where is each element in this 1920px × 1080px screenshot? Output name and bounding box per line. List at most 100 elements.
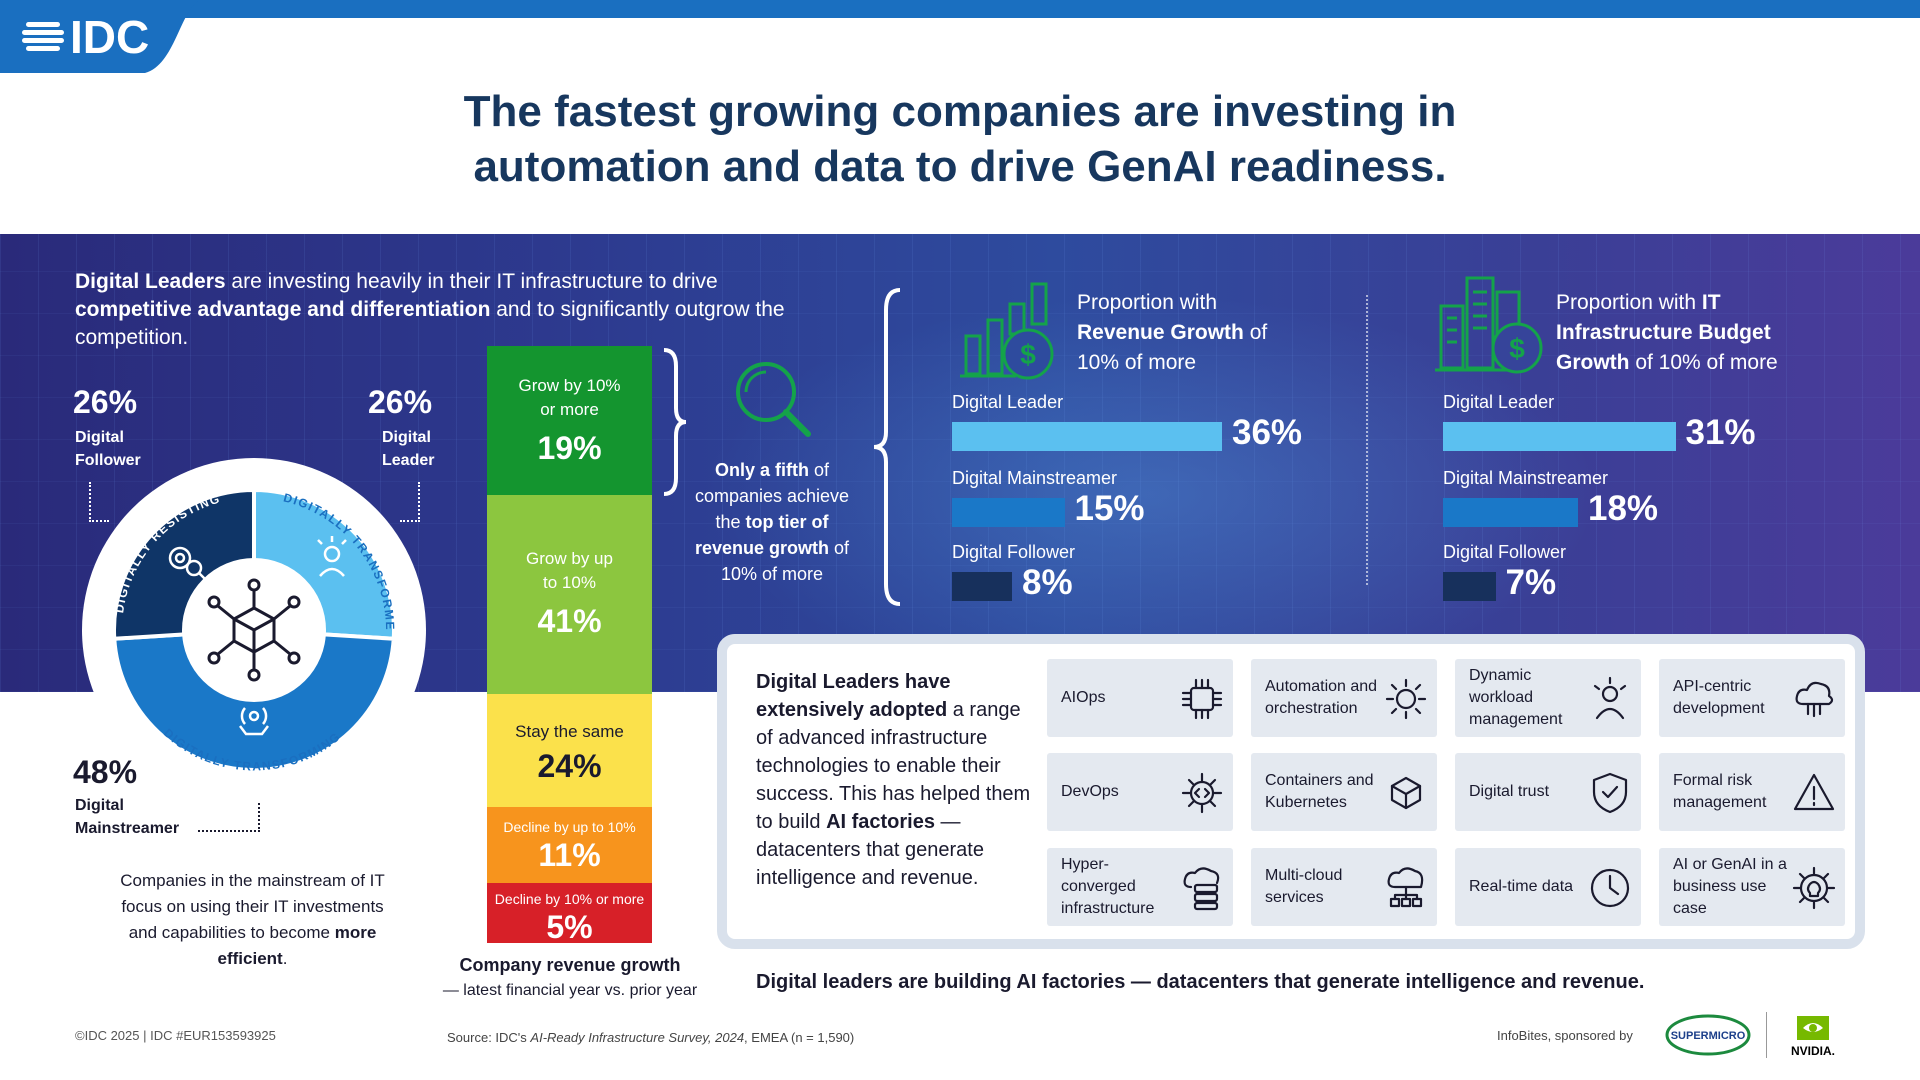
revenue-panel-bar-1 xyxy=(952,498,1065,527)
budget-panel-bar-2 xyxy=(1443,572,1496,601)
stack-seg-decline-10-plus: Decline by 10% or more 5% xyxy=(487,883,652,945)
fifth-bold-2: top tier of revenue growth xyxy=(694,512,829,558)
stack-value-1: 19% xyxy=(537,430,602,466)
infrastructure-budget-icon: $ xyxy=(1435,276,1543,374)
revenue-growth-icon: $ xyxy=(960,282,1054,380)
mainstreamer-label: Digital Mainstreamer xyxy=(75,794,179,840)
page-title: The fastest growing companies are invest… xyxy=(0,84,1920,194)
panel1-line-1: Proportion with xyxy=(1077,291,1218,314)
fifth-note: Only a fifth of companies achieve the to… xyxy=(680,457,864,587)
svg-text:$: $ xyxy=(1509,333,1525,364)
budget-panel-bar-0 xyxy=(1443,422,1676,451)
cube-network-center-icon xyxy=(207,578,301,682)
gears-search-icon xyxy=(168,546,207,581)
cube-network-icon xyxy=(1383,770,1429,816)
revenue-panel-label-1: Digital Mainstreamer xyxy=(952,468,1118,488)
ai-chip-icon xyxy=(1179,676,1225,722)
shield-check-icon xyxy=(1587,770,1633,816)
fifth-bold-1: Only a fifth xyxy=(714,460,809,480)
tech-tile: API-centric development xyxy=(1659,659,1845,737)
svg-text:$: $ xyxy=(1020,339,1036,370)
footer-separator xyxy=(1766,1012,1767,1058)
svg-text:NVIDIA.: NVIDIA. xyxy=(1791,1044,1835,1058)
stack-label-3: Stay the same xyxy=(515,722,624,741)
stack-label-1a: Grow by 10% xyxy=(518,376,621,395)
stack-value-2: 41% xyxy=(537,603,602,639)
panel1-title: Proportion with Revenue Growth of 10% of… xyxy=(1077,288,1267,378)
revenue-panel-label-2: Digital Follower xyxy=(952,542,1076,562)
revenue-panel-value-0: 36% xyxy=(1232,413,1303,452)
hero-banner xyxy=(0,234,1920,692)
segment-donut: DIGITALLY RESISTING DIGITALLY TRANSFORME… xyxy=(82,458,426,802)
panel-divider xyxy=(1366,295,1368,585)
panel1-line-3: 10% of more xyxy=(1077,351,1197,374)
tech-tile: Hyper-converged infrastructure xyxy=(1047,848,1233,926)
tech-tile-label: Hyper-converged infrastructure xyxy=(1061,856,1155,917)
footer-copyright: ©IDC 2025 | IDC #EUR153593925 xyxy=(75,1028,276,1043)
follower-connector xyxy=(89,482,109,522)
budget-panel-bar-1 xyxy=(1443,498,1578,527)
revenue-panel-value-1: 15% xyxy=(1074,489,1145,528)
intro-text-2: and to significantly outgrow the competi… xyxy=(75,298,785,349)
leader-connector xyxy=(400,482,420,522)
leader-pct: 26% xyxy=(368,384,433,420)
gear-code-icon xyxy=(1179,770,1225,816)
stack-seg-stay-same: Stay the same 24% xyxy=(487,694,652,807)
stack-subtitle: — latest financial year vs. prior year xyxy=(442,982,698,999)
budget-panel-label-1: Digital Mainstreamer xyxy=(1443,468,1609,488)
tech-tile-label: Real-time data xyxy=(1469,878,1574,895)
mainstreamer-connector xyxy=(198,792,260,832)
gear-cycle-icon xyxy=(1383,676,1429,722)
revenue-panel-bar-0 xyxy=(952,422,1222,451)
tech-tile-label: AIOps xyxy=(1061,689,1106,706)
tech-tile: Formal risk management xyxy=(1659,753,1845,831)
revenue-growth-stack: Grow by 10% or more 19% Grow by up to 10… xyxy=(487,346,652,945)
tech-tile: AIOps xyxy=(1047,659,1233,737)
stack-seg-decline-up-to-10: Decline by up to 10% 11% xyxy=(487,807,652,883)
tech-intro-bold-2: AI factories xyxy=(826,811,935,833)
mainstream-note: Companies in the mainstream of IT focus … xyxy=(105,868,400,972)
tech-tile: AI or GenAI in a business use case xyxy=(1659,848,1845,926)
supermicro-logo: SUPERMICRO xyxy=(1665,1014,1751,1056)
stack-value-5: 5% xyxy=(546,909,593,945)
nvidia-logo: NVIDIA. xyxy=(1791,1016,1835,1058)
tech-intro-text-1: a range of advanced infrastructure techn… xyxy=(756,699,1031,833)
tech-tile-label: DevOps xyxy=(1061,783,1119,800)
tech-tile: Dynamic workload management xyxy=(1455,659,1641,737)
stack-label-4: Decline by up to 10% xyxy=(503,819,636,835)
tech-tile: Digital trust xyxy=(1455,753,1641,831)
mainstream-note-end: . xyxy=(282,949,288,968)
title-line-2: automation and data to drive GenAI readi… xyxy=(473,142,1447,191)
tech-tile: Automation and orchestration xyxy=(1251,659,1437,737)
tech-tile: Real-time data xyxy=(1455,848,1641,926)
follower-pct: 26% xyxy=(73,384,138,420)
tagline: Digital leaders are building AI factorie… xyxy=(756,971,1645,993)
mainstream-note-bold: more efficient xyxy=(217,923,377,968)
tech-tile-label: API-centric development xyxy=(1673,678,1765,717)
stack-title: Company revenue growth xyxy=(459,955,681,975)
panel2-line-1: Proportion with xyxy=(1556,291,1702,314)
hero-glow xyxy=(700,294,1600,692)
panel2-bold-2: Infrastructure Budget xyxy=(1556,321,1771,344)
top-bar xyxy=(0,0,1920,18)
mainstream-note-text: Companies in the mainstream of IT focus … xyxy=(120,871,385,942)
logo-tab xyxy=(0,0,200,73)
budget-panel-value-0: 31% xyxy=(1685,413,1756,452)
footer-source-survey: AI-Ready Infrastructure Survey, 2024 xyxy=(530,1030,745,1045)
stack-value-3: 24% xyxy=(537,748,602,784)
stack-label-5: Decline by 10% or more xyxy=(494,891,645,907)
follower-label-1: Digital xyxy=(75,429,124,446)
warning-icon xyxy=(1791,770,1837,816)
fifth-text-1: of companies achieve the xyxy=(694,460,850,532)
footer-sponsored: InfoBites, sponsored by xyxy=(1497,1028,1633,1043)
clock-icon xyxy=(1587,865,1633,911)
panel1-bold: Revenue Growth xyxy=(1077,321,1244,344)
cloud-hierarchy-icon xyxy=(1383,865,1429,911)
stack-value-4: 11% xyxy=(538,837,601,873)
budget-panel-value-2: 7% xyxy=(1505,563,1557,602)
panel2-of: of 10% of more xyxy=(1629,351,1778,374)
tech-tile: Multi-cloud services xyxy=(1251,848,1437,926)
panel2-bold-3: Growth xyxy=(1556,351,1630,374)
intro-text: Digital Leaders are investing heavily in… xyxy=(75,268,815,352)
mainstreamer-label-1: Digital xyxy=(75,797,124,814)
